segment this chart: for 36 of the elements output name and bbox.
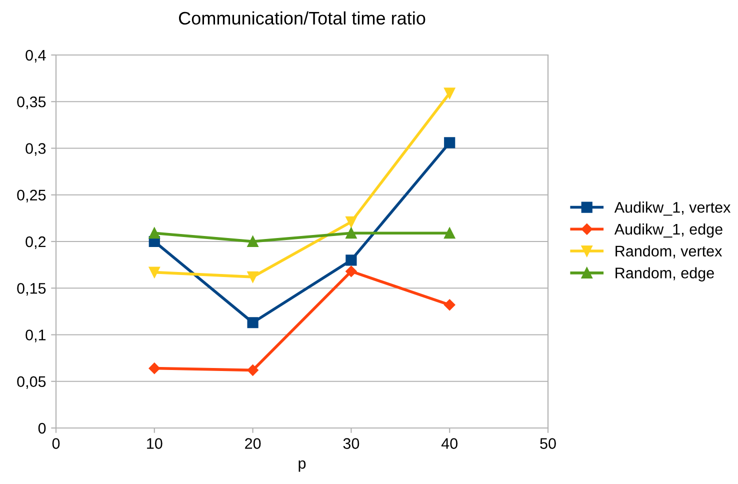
y-tick-label: 0 bbox=[38, 422, 46, 434]
y-tick-label: 0,3 bbox=[26, 143, 46, 156]
point bbox=[346, 266, 357, 277]
point bbox=[346, 254, 357, 266]
point bbox=[148, 228, 160, 239]
point bbox=[444, 299, 456, 311]
point bbox=[444, 228, 456, 239]
x-tick-label: 20 bbox=[245, 438, 261, 449]
point bbox=[346, 216, 357, 228]
x-tick-label: 50 bbox=[540, 438, 556, 449]
x-axis-title: p bbox=[298, 460, 306, 472]
point bbox=[148, 362, 160, 374]
point bbox=[444, 137, 456, 148]
y-tick-label: 0,35 bbox=[17, 96, 46, 110]
legend-label: Random, edge bbox=[616, 267, 714, 282]
point bbox=[247, 317, 258, 328]
y-tick-label: 0,15 bbox=[17, 282, 46, 296]
point bbox=[346, 228, 357, 239]
x-tick-label: 10 bbox=[147, 438, 162, 449]
legend-label: Random, vertex bbox=[616, 245, 722, 258]
point bbox=[247, 271, 258, 282]
y-tick-label: 0,05 bbox=[17, 376, 46, 389]
y-tick-label: 0,1 bbox=[26, 330, 46, 342]
chart-title: Communication/Total time ratio bbox=[179, 11, 426, 25]
x-tick-label: 40 bbox=[441, 438, 458, 449]
point bbox=[247, 236, 258, 248]
point bbox=[148, 266, 160, 278]
x-tick-label: 30 bbox=[343, 438, 360, 449]
y-tick-label: 0,4 bbox=[26, 50, 46, 62]
x-tick-label: 0 bbox=[52, 438, 60, 449]
y-tick-label: 0,25 bbox=[17, 190, 46, 202]
point bbox=[444, 88, 456, 99]
legend-label: Audikw_1, vertex bbox=[614, 202, 731, 216]
point bbox=[247, 364, 258, 376]
legend-label: Audikw_1, edge bbox=[614, 223, 722, 238]
y-tick-label: 0,2 bbox=[26, 236, 46, 249]
